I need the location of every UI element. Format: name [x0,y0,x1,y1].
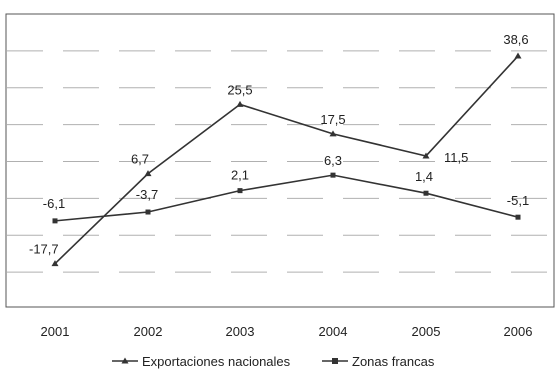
x-tick-label: 2004 [319,324,348,339]
series-line-exportaciones [54,55,519,265]
legend-label-exportaciones: Exportaciones nacionales [142,354,291,369]
exportaciones-data-label: 17,5 [320,112,345,127]
zonas-francas-data-label: 6,3 [324,153,342,168]
legend-square-marker-icon [332,358,338,364]
x-tick-label: 2002 [134,324,163,339]
legend-item-exportaciones: Exportaciones nacionales [112,354,291,369]
gridlines [7,50,553,273]
legend-label-zonas-francas: Zonas francas [352,354,435,369]
x-tick-label: 2006 [504,324,533,339]
exportaciones-data-label: 25,5 [227,82,252,97]
zonas-francas-point [515,214,521,220]
data-labels: -17,7 6,7 25,5 17,5 11,5 38,6 -6,1 -3,7 2,1 6,3 1,… [29,32,529,257]
zonas-francas-point [330,172,336,178]
zonas-francas-data-label: 1,4 [415,169,433,184]
zonas-francas-point [52,218,58,224]
x-axis-tick-labels: 2001 2002 2003 2004 2005 2006 [41,324,533,339]
zonas-francas-data-label: 2,1 [231,168,249,183]
series-lines [54,55,519,265]
series-line-zonas-francas [54,174,519,222]
x-tick-label: 2001 [41,324,70,339]
zonas-francas-point [145,209,151,215]
legend-triangle-marker-icon [121,357,129,364]
x-tick-label: 2003 [226,324,255,339]
zonas-francas-point [423,190,429,196]
zonas-francas-data-label: -6,1 [43,196,65,211]
legend-item-zonas-francas: Zonas francas [322,354,435,369]
exportaciones-point [51,260,59,267]
exportaciones-point [514,52,522,59]
zonas-francas-point [237,188,243,194]
exportaciones-data-label: -17,7 [29,242,59,257]
exportaciones-point [236,100,244,107]
exportaciones-data-label: 6,7 [131,152,149,167]
legend: Exportaciones nacionales Zonas francas [112,354,435,369]
exportaciones-point [422,152,430,159]
exportaciones-data-label: 11,5 [444,150,468,165]
exportaciones-point [329,130,337,137]
plot-frame [5,13,555,308]
zonas-francas-data-label: -3,7 [136,187,158,202]
x-tick-label: 2005 [412,324,441,339]
exportaciones-point [144,170,152,177]
exportaciones-data-label: 38,6 [503,32,528,47]
zonas-francas-data-label: -5,1 [507,193,529,208]
series-markers [51,52,522,267]
